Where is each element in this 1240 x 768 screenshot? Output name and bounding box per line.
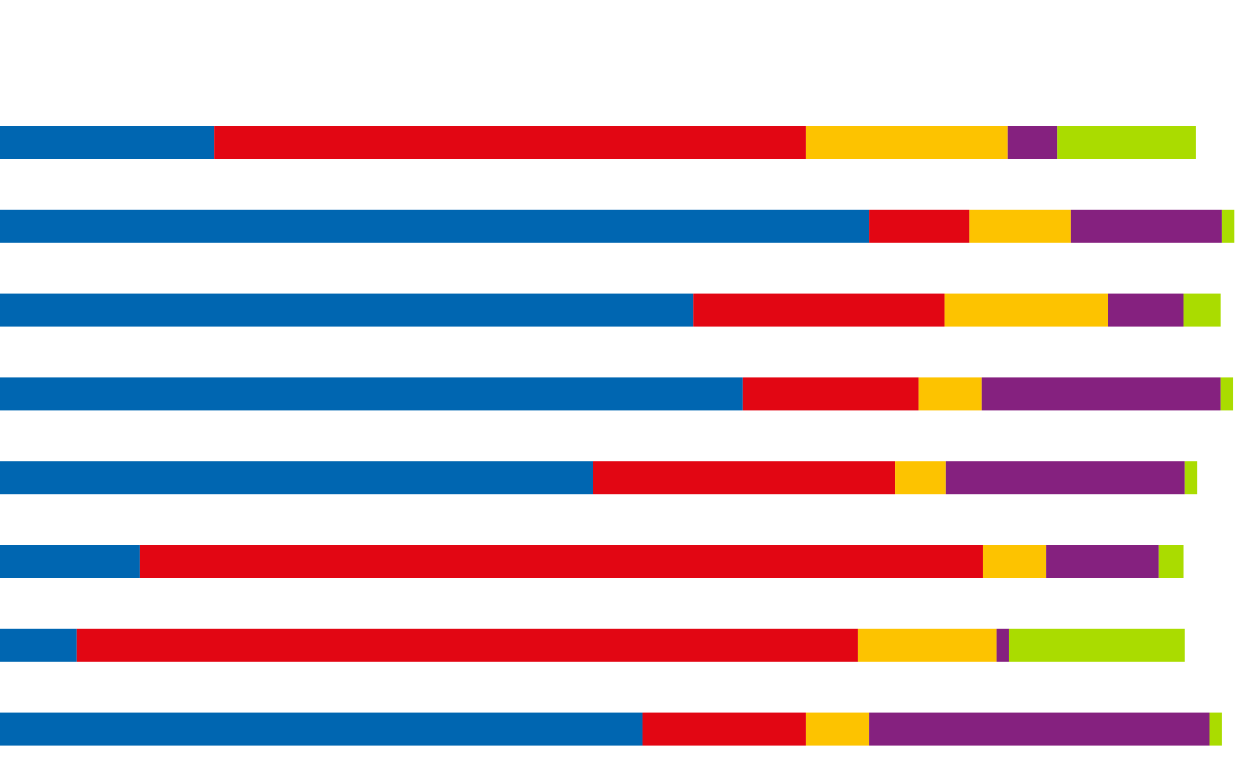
bar-segment-row3-series3 — [944, 293, 1109, 327]
bar-row-1 — [0, 126, 1196, 159]
bar-segment-row1-series4 — [1007, 126, 1058, 159]
bar-segment-row8-series5 — [1209, 712, 1222, 746]
bar-segment-row3-series5 — [1183, 293, 1221, 327]
bar-segment-row6-series4 — [1046, 545, 1159, 578]
bar-row-3 — [0, 293, 1221, 327]
bar-row-6 — [0, 545, 1184, 578]
bar-segment-row4-series1 — [0, 377, 743, 411]
bar-segment-row3-series2 — [693, 293, 945, 327]
bar-segment-row8-series2 — [642, 712, 806, 746]
bar-segment-row2-series2 — [869, 209, 970, 243]
bar-segment-row8-series3 — [805, 712, 870, 746]
bar-segment-row7-series1 — [0, 628, 77, 662]
bar-row-4 — [0, 377, 1234, 411]
bar-segment-row4-series3 — [918, 377, 982, 411]
bar-segment-row7-series4 — [996, 628, 1009, 662]
bar-segment-row7-series5 — [1008, 628, 1185, 662]
bar-segment-row6-series1 — [0, 545, 140, 578]
bar-segment-row7-series3 — [857, 628, 997, 662]
bar-segment-row1-series1 — [0, 126, 215, 159]
bar-row-2 — [0, 209, 1235, 243]
bar-segment-row6-series2 — [139, 545, 983, 578]
bar-segment-row4-series2 — [742, 377, 919, 411]
bar-segment-row2-series3 — [969, 209, 1071, 243]
bar-segment-row8-series4 — [869, 712, 1210, 746]
bar-segment-row4-series4 — [981, 377, 1221, 411]
bar-segment-row1-series5 — [1057, 126, 1196, 159]
bar-segment-row5-series4 — [945, 461, 1185, 495]
bar-segment-row5-series1 — [0, 461, 593, 495]
bar-segment-row3-series1 — [0, 293, 694, 327]
bar-row-7 — [0, 628, 1185, 662]
bar-segment-row1-series3 — [805, 126, 1008, 159]
bar-segment-row2-series1 — [0, 209, 870, 243]
bar-segment-row5-series2 — [593, 461, 896, 495]
bar-segment-row3-series4 — [1108, 293, 1184, 327]
bar-row-8 — [0, 712, 1222, 746]
bar-segment-row5-series5 — [1184, 461, 1198, 495]
bar-row-5 — [0, 461, 1198, 495]
bar-segment-row4-series5 — [1220, 377, 1234, 411]
bar-segment-row5-series3 — [895, 461, 946, 495]
bar-segment-row6-series5 — [1158, 545, 1184, 578]
bar-segment-row2-series5 — [1221, 209, 1235, 243]
bar-segment-row7-series2 — [76, 628, 858, 662]
bar-segment-row6-series3 — [982, 545, 1047, 578]
bar-segment-row2-series4 — [1070, 209, 1222, 243]
bar-segment-row1-series2 — [214, 126, 806, 159]
bar-segment-row8-series1 — [0, 712, 643, 746]
